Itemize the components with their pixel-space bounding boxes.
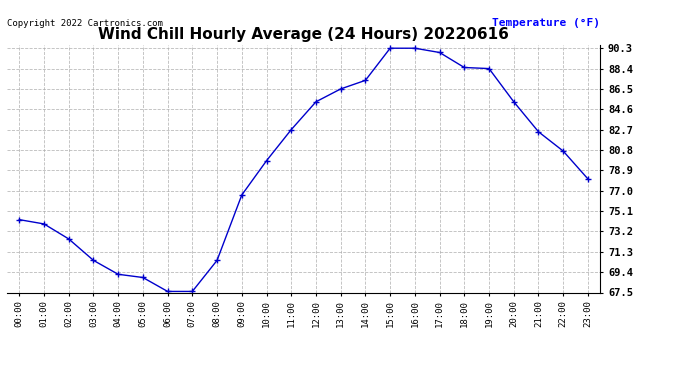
Text: Copyright 2022 Cartronics.com: Copyright 2022 Cartronics.com [7, 19, 163, 28]
Title: Wind Chill Hourly Average (24 Hours) 20220616: Wind Chill Hourly Average (24 Hours) 202… [98, 27, 509, 42]
Text: Temperature (°F): Temperature (°F) [492, 18, 600, 28]
